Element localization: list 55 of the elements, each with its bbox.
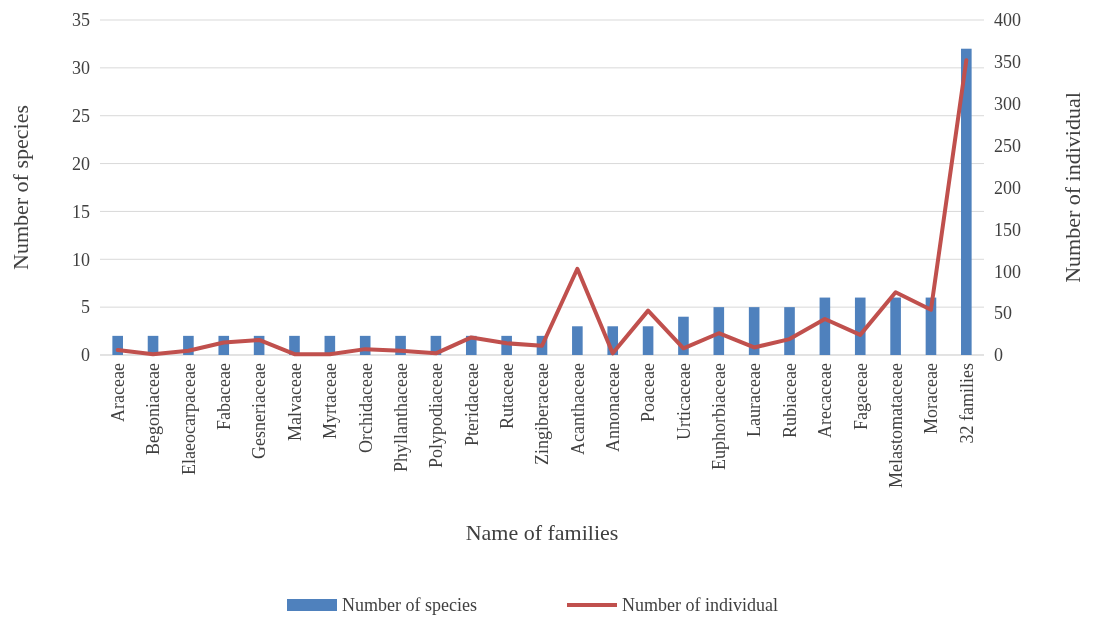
y2-tick-label: 350	[994, 52, 1021, 73]
x-tick-label: Zingiberaceae	[532, 363, 553, 465]
y-tick-label: 5	[81, 297, 90, 318]
y-tick-label: 10	[72, 249, 90, 270]
x-tick-label: Melastomataceae	[885, 363, 906, 488]
x-tick-label: Gesneriaceae	[249, 363, 270, 459]
x-tick-label: Myrtaceae	[320, 363, 341, 439]
bar	[890, 297, 901, 355]
x-tick-label: Rutaceae	[496, 362, 517, 429]
x-axis-title: Name of families	[465, 520, 619, 545]
x-tick-label: Polypodiaceae	[426, 363, 447, 468]
x-tick-label: Arecaceae	[815, 362, 836, 438]
x-tick-label: Poaceae	[638, 363, 659, 422]
y2-tick-label: 300	[994, 94, 1021, 115]
x-tick-label: Araceae	[107, 363, 128, 422]
y2-tick-label: 250	[994, 135, 1021, 156]
y2-tick-label: 400	[994, 10, 1021, 31]
bar	[854, 297, 866, 355]
bar	[961, 48, 972, 355]
y-tick-label: 35	[72, 10, 90, 31]
x-tick-label: Moraceae	[921, 363, 942, 434]
y-tick-label: 0	[81, 345, 90, 366]
x-tick-label: Elaeocarpaceae	[178, 363, 199, 475]
x-tick-label: Lauraceae	[744, 363, 765, 437]
legend-label: Number of species	[342, 595, 477, 616]
y-tick-label: 20	[72, 153, 90, 174]
y2-tick-label: 100	[994, 261, 1021, 282]
bar	[642, 326, 654, 355]
x-tick-label: Euphorbiaceae	[709, 362, 730, 470]
x-tick-label: Fagaceae	[850, 363, 871, 430]
y-tick-label: 15	[72, 201, 90, 222]
y2-tick-label: 50	[994, 303, 1012, 324]
y-axis-title: Number of species	[8, 105, 33, 270]
bar	[784, 307, 795, 355]
x-tick-label: Malvaceae	[284, 363, 305, 441]
x-tick-label: Phyllanthaceae	[390, 362, 411, 472]
y2-tick-label: 200	[994, 177, 1021, 198]
y2-tick-label: 150	[994, 219, 1021, 240]
x-tick-label: Urticaceae	[673, 363, 694, 440]
x-tick-label: Rubiaceae	[779, 362, 800, 438]
y-tick-label: 30	[72, 58, 90, 79]
x-tick-label: Orchidaceae	[355, 363, 376, 453]
y2-tick-label: 0	[994, 345, 1003, 366]
x-tick-label: Annonaceae	[603, 363, 624, 452]
x-tick-label: 32 families	[956, 363, 977, 444]
bar	[572, 326, 583, 355]
x-tick-label: Pteridaceae	[461, 363, 482, 446]
y-tick-label: 25	[72, 106, 90, 127]
y2-axis-title: Number of individual	[1060, 92, 1085, 283]
x-tick-label: Fabaceae	[214, 363, 235, 430]
legend-label: Number of individual	[622, 595, 778, 616]
line-series	[115, 58, 969, 357]
bar	[713, 307, 725, 355]
x-tick-label: Acanthaceae	[567, 363, 588, 455]
x-tick-label: Begoniaceae	[143, 363, 164, 455]
